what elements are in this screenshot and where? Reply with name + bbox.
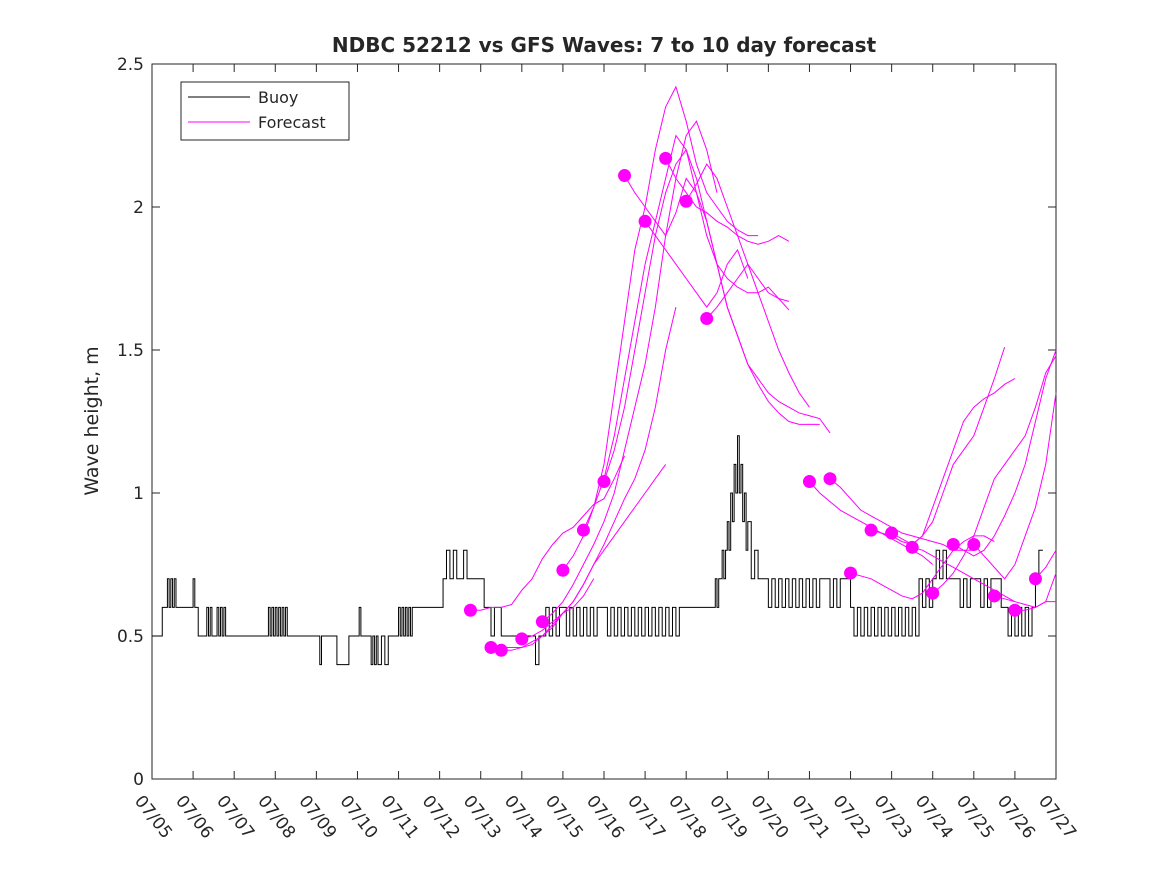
- forecast-run-line: [850, 535, 995, 600]
- forecast-start-marker: [1008, 603, 1022, 617]
- forecast-start-marker: [515, 632, 529, 646]
- legend-buoy-label: Buoy: [258, 88, 298, 107]
- y-tick-label: 0: [133, 770, 144, 790]
- forecast-start-marker: [576, 523, 590, 537]
- forecast-run-line: [542, 120, 718, 623]
- axis-ticks: [151, 63, 1057, 780]
- forecast-start-marker: [885, 526, 899, 540]
- buoy-series-line: [152, 435, 1043, 666]
- legend-forecast-label: Forecast: [258, 113, 326, 132]
- forecast-start-marker: [700, 312, 714, 326]
- forecast-start-marker: [463, 603, 477, 617]
- forecast-run-line: [973, 392, 1057, 580]
- forecast-run-line: [1014, 601, 1056, 611]
- forecast-run-line: [706, 263, 790, 319]
- forecast-run-line: [644, 221, 749, 308]
- forecast-start-marker: [535, 615, 549, 629]
- chart-title: NDBC 52212 vs GFS Waves: 7 to 10 day for…: [332, 33, 877, 57]
- forecast-run-line: [521, 464, 667, 640]
- y-tick-labels: 0 0.5 1 1.5 2 2.5: [117, 55, 144, 790]
- forecast-start-marker: [556, 563, 570, 577]
- y-tick-label: 1.5: [117, 341, 144, 361]
- forecast-start-marker: [987, 589, 1001, 603]
- forecast-start-marker: [638, 214, 652, 228]
- forecast-start-marker: [823, 472, 837, 486]
- forecast-start-marker: [597, 475, 611, 489]
- forecast-run-line: [562, 85, 759, 571]
- forecast-run-line: [932, 355, 1057, 594]
- forecast-start-marker: [494, 643, 508, 657]
- forecast-start-marker: [844, 566, 858, 580]
- y-axis-label: Wave height, m: [81, 346, 103, 495]
- forecast-start-marker: [659, 151, 673, 165]
- y-tick-label: 1: [133, 484, 144, 504]
- forecast-run-line: [624, 175, 831, 434]
- forecast-start-marker: [967, 537, 981, 551]
- forecast-start-marker: [926, 586, 940, 600]
- plot-area: [151, 63, 1057, 780]
- forecast-start-marker: [1028, 572, 1042, 586]
- forecast-start-marker: [946, 537, 960, 551]
- series-layer: [152, 85, 1057, 666]
- y-tick-label: 2: [133, 198, 144, 218]
- forecast-start-marker: [679, 194, 693, 208]
- y-tick-label: 0.5: [117, 627, 144, 647]
- axes-box: [151, 63, 1057, 780]
- forecast-start-marker: [905, 540, 919, 554]
- y-tick-label: 2.5: [117, 55, 144, 75]
- legend: Buoy Forecast: [180, 81, 350, 141]
- legend-box: [180, 81, 350, 141]
- forecast-start-marker: [864, 523, 878, 537]
- forecast-run-line: [470, 455, 626, 611]
- forecast-run-line: [953, 349, 1057, 557]
- forecast-run-line: [665, 158, 790, 245]
- forecast-start-marker: [802, 475, 816, 489]
- forecast-start-marker: [484, 640, 498, 654]
- forecast-start-marker: [618, 169, 632, 183]
